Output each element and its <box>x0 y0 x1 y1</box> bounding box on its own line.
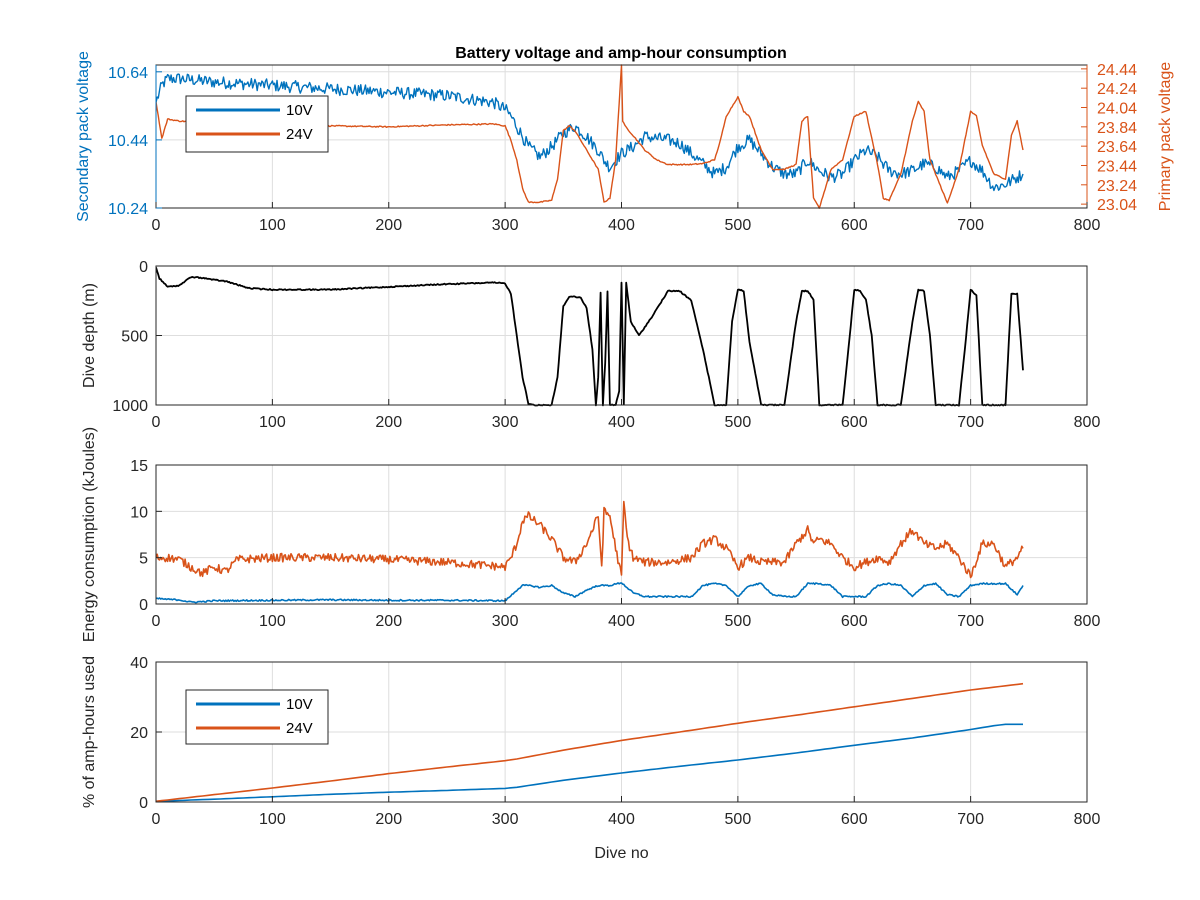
x-tick-label: 200 <box>375 414 402 431</box>
x-axis-label: Dive no <box>594 845 648 862</box>
y-axis-label: Secondary pack voltage <box>75 51 92 222</box>
y-right-tick-label: 23.04 <box>1097 197 1137 214</box>
x-tick-label: 800 <box>1074 811 1101 828</box>
y-axis-label: % of amp-hours used <box>81 656 98 808</box>
chart-energy: 0 100 200 300 400 500 600 700 800 0 5 10 15 Energy co… <box>81 427 1100 642</box>
y-tick-label: 1000 <box>112 398 148 415</box>
x-tick-label: 300 <box>492 217 519 234</box>
series-line-10V-1 <box>156 582 1024 604</box>
y-right-tick-label: 23.44 <box>1097 158 1137 175</box>
y-tick-label: 20 <box>130 725 148 742</box>
x-tick-label: 0 <box>152 217 161 234</box>
x-tick-label: 200 <box>375 217 402 234</box>
x-tick-label: 200 <box>375 613 402 630</box>
chart-amphours: 0 100 200 300 400 500 600 700 800 0 20 40 % of amp-h… <box>81 655 1100 862</box>
chart-depth: 0 100 200 300 400 500 600 700 800 0 500 1000 Dive de… <box>81 259 1100 431</box>
y-tick-label: 5 <box>139 551 148 568</box>
x-tick-label: 0 <box>152 613 161 630</box>
legend-entry-label: 24V <box>286 126 313 143</box>
x-tick-label: 800 <box>1074 414 1101 431</box>
y-right-tick-label: 23.24 <box>1097 178 1137 195</box>
x-tick-label: 100 <box>259 217 286 234</box>
y-tick-label: 0 <box>139 259 148 276</box>
plots-container: 0 100 200 300 400 500 600 700 80010.2410.4410.64… <box>75 51 1174 862</box>
x-tick-label: 500 <box>725 811 752 828</box>
x-tick-label: 500 <box>725 217 752 234</box>
x-tick-label: 800 <box>1074 217 1101 234</box>
x-tick-label: 300 <box>492 414 519 431</box>
x-tick-label: 100 <box>259 811 286 828</box>
x-tick-label: 400 <box>608 414 635 431</box>
x-tick-label: 100 <box>259 613 286 630</box>
legend-entry-label: 10V <box>286 102 313 119</box>
y-right-tick-label: 24.44 <box>1097 62 1137 79</box>
x-tick-label: 800 <box>1074 613 1101 630</box>
legend-entry-label: 10V <box>286 696 313 713</box>
x-tick-label: 0 <box>152 414 161 431</box>
legend-box <box>185 689 329 745</box>
y-tick-label: 10.44 <box>108 133 148 150</box>
x-tick-label: 600 <box>841 217 868 234</box>
x-tick-label: 400 <box>608 811 635 828</box>
x-tick-label: 600 <box>841 811 868 828</box>
x-tick-label: 700 <box>957 217 984 234</box>
y-tick-label: 40 <box>130 655 148 672</box>
y-axis-label: Energy consumption (kJoules) <box>81 427 98 642</box>
series-line-10V-0 <box>156 723 1023 803</box>
x-tick-label: 100 <box>259 414 286 431</box>
series-line-24V-1 <box>156 682 1024 803</box>
y-tick-label: 10.64 <box>108 65 148 82</box>
x-tick-label: 500 <box>725 613 752 630</box>
y-tick-label: 10.24 <box>108 201 148 218</box>
x-tick-label: 400 <box>608 217 635 234</box>
y-tick-label: 500 <box>121 329 148 346</box>
y-tick-label: 0 <box>139 597 148 614</box>
figure-title: Battery voltage and amp-hour consumption <box>455 45 787 62</box>
x-tick-label: 600 <box>841 414 868 431</box>
x-tick-label: 700 <box>957 811 984 828</box>
x-tick-label: 300 <box>492 613 519 630</box>
x-tick-label: 500 <box>725 414 752 431</box>
y-axis-label: Dive depth (m) <box>81 283 98 388</box>
x-tick-label: 300 <box>492 811 519 828</box>
x-tick-label: 0 <box>152 811 161 828</box>
series-line-10V-0 <box>156 73 1024 192</box>
y-tick-label: 0 <box>139 795 148 812</box>
x-tick-label: 200 <box>375 811 402 828</box>
y-tick-label: 15 <box>130 458 148 475</box>
x-tick-label: 400 <box>608 613 635 630</box>
x-tick-label: 600 <box>841 613 868 630</box>
x-tick-label: 700 <box>957 414 984 431</box>
x-tick-label: 700 <box>957 613 984 630</box>
chart-voltage: 0 100 200 300 400 500 600 700 800 10.24 10.44 10.64… <box>75 51 1174 234</box>
y-tick-label: 10 <box>130 504 148 521</box>
series-line-24V-0 <box>156 500 1024 579</box>
y-right-tick-label: 24.04 <box>1097 101 1137 118</box>
y-right-tick-label: 23.64 <box>1097 139 1137 156</box>
y-right-tick-label: 23.84 <box>1097 120 1137 137</box>
legend-box <box>185 95 329 153</box>
y-right-tick-label: 24.24 <box>1097 81 1137 98</box>
legend-entry-label: 24V <box>286 720 313 737</box>
y-axis-label-right: Primary pack voltage <box>1157 62 1174 211</box>
